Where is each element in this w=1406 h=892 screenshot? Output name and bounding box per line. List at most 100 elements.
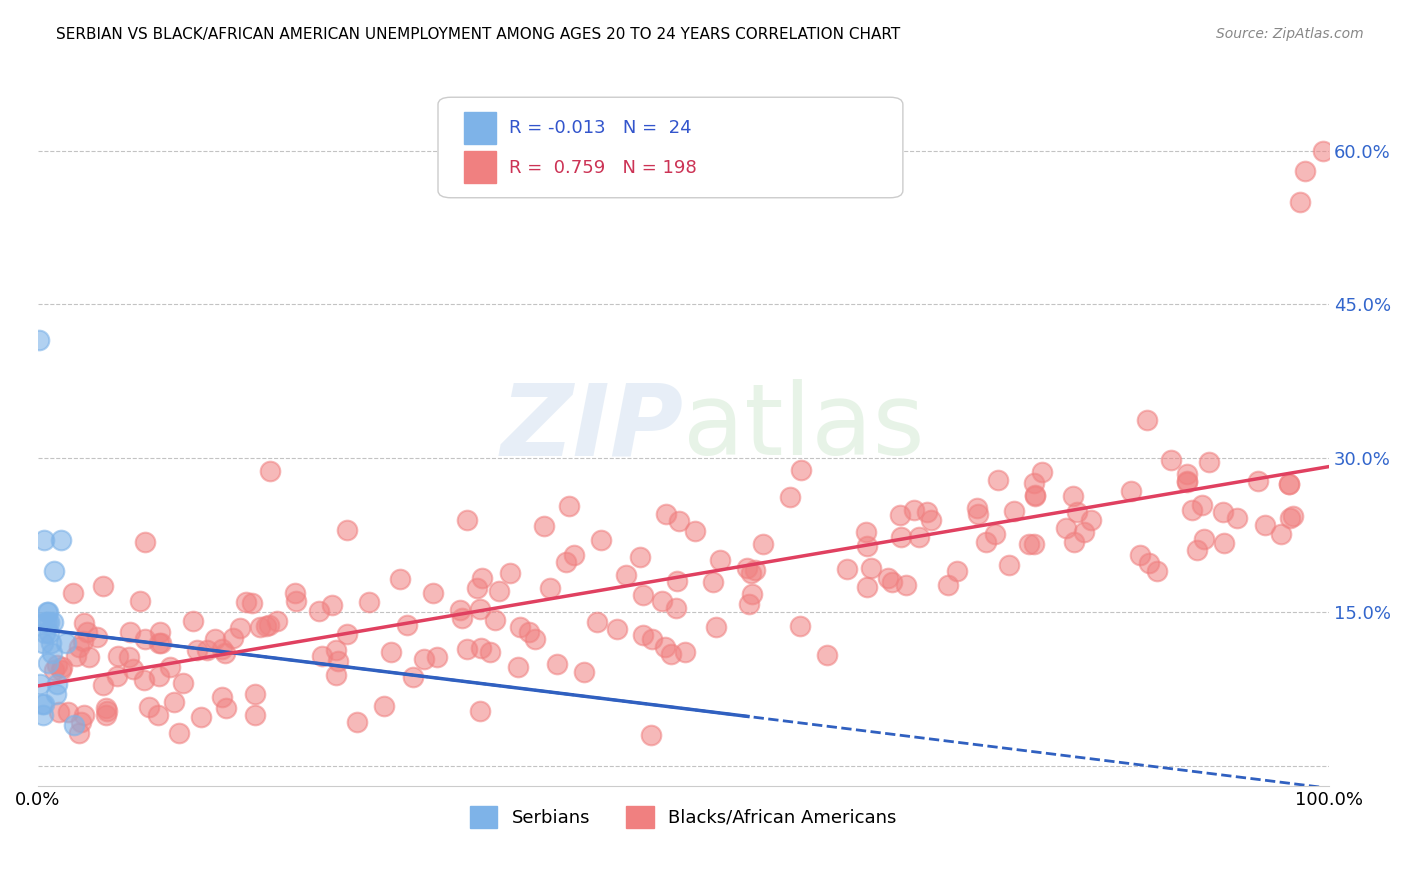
Point: [659, 648, 682, 662]
Point: [586, 615, 609, 629]
Point: [32, 533, 55, 548]
Point: [704, 620, 727, 634]
Point: [44, 564, 66, 578]
Point: [426, 650, 449, 665]
Point: [856, 539, 879, 553]
Point: [235, 595, 257, 609]
Point: [1024, 489, 1046, 503]
Point: [1146, 564, 1168, 578]
Point: [67, 640, 90, 655]
Point: [752, 537, 775, 551]
Point: [1002, 504, 1025, 518]
Point: [1024, 475, 1046, 490]
Point: [77, 650, 100, 665]
Point: [249, 619, 271, 633]
Point: [946, 564, 969, 578]
Point: [266, 615, 288, 629]
Point: [284, 585, 307, 599]
Point: [1160, 452, 1182, 467]
Point: [321, 598, 343, 612]
Point: [1175, 467, 1198, 481]
Point: [204, 632, 226, 647]
Point: [105, 668, 128, 682]
Point: [42, 615, 65, 630]
Point: [211, 642, 233, 657]
FancyBboxPatch shape: [439, 97, 903, 198]
Point: [1031, 465, 1053, 479]
Point: [987, 473, 1010, 487]
Point: [709, 552, 731, 566]
Point: [740, 566, 762, 580]
Point: [35, 605, 58, 619]
Point: [159, 660, 181, 674]
Point: [488, 584, 510, 599]
Point: [470, 704, 492, 718]
Point: [167, 725, 190, 739]
Point: [1282, 509, 1305, 524]
Point: [373, 699, 395, 714]
Point: [73, 707, 96, 722]
Point: [523, 632, 546, 646]
Point: [557, 499, 579, 513]
Point: [1137, 556, 1160, 570]
Point: [1121, 484, 1143, 499]
Point: [589, 533, 612, 548]
Point: [1129, 549, 1152, 563]
Point: [920, 513, 942, 527]
Point: [1066, 505, 1088, 519]
Point: [214, 646, 236, 660]
Point: [146, 708, 169, 723]
Point: [308, 604, 330, 618]
Point: [815, 648, 838, 662]
Point: [880, 575, 903, 590]
Point: [259, 464, 281, 478]
Point: [134, 632, 156, 646]
Point: [1270, 527, 1292, 541]
Point: [1312, 144, 1334, 158]
Point: [655, 507, 678, 521]
Point: [148, 636, 170, 650]
Point: [1018, 536, 1040, 550]
Point: [120, 624, 142, 639]
Point: [668, 514, 690, 528]
Point: [479, 645, 502, 659]
Point: [936, 578, 959, 592]
Point: [28, 334, 51, 348]
Point: [336, 524, 359, 538]
Point: [889, 508, 911, 522]
Point: [148, 669, 170, 683]
Point: [1180, 503, 1202, 517]
Point: [118, 650, 141, 665]
Point: [456, 513, 478, 527]
Point: [449, 603, 471, 617]
Point: [149, 625, 172, 640]
Point: [122, 662, 145, 676]
Point: [738, 597, 761, 611]
Point: [51, 659, 73, 673]
Point: [640, 728, 662, 742]
Point: [215, 701, 238, 715]
Point: [45, 658, 67, 673]
Point: [890, 530, 912, 544]
Legend: Serbians, Blacks/African Americans: Serbians, Blacks/African Americans: [463, 798, 904, 835]
Point: [35, 615, 58, 630]
Point: [37, 605, 59, 619]
Point: [1212, 536, 1234, 550]
Point: [38, 615, 60, 630]
Point: [538, 581, 561, 595]
Point: [150, 636, 173, 650]
Point: [257, 618, 280, 632]
Point: [1175, 475, 1198, 489]
Point: [651, 594, 673, 608]
Point: [44, 663, 66, 677]
Point: [65, 649, 87, 664]
Point: [55, 636, 77, 650]
Point: [1022, 536, 1045, 550]
Point: [562, 549, 585, 563]
Point: [325, 642, 347, 657]
Point: [1024, 488, 1046, 502]
Point: [228, 621, 250, 635]
Point: [484, 613, 506, 627]
Point: [401, 670, 423, 684]
Point: [702, 574, 724, 589]
